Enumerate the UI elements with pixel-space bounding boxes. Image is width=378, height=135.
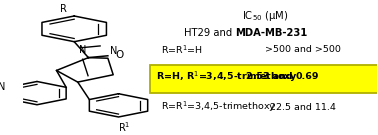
Text: N: N: [110, 45, 117, 55]
Text: MDA-MB-231: MDA-MB-231: [235, 28, 308, 38]
Text: 2.53 and: 2.53 and: [246, 72, 296, 81]
Text: 0.69: 0.69: [296, 72, 319, 81]
FancyBboxPatch shape: [150, 65, 378, 92]
Text: HT29 and: HT29 and: [184, 28, 235, 38]
Text: >500 and >500: >500 and >500: [265, 45, 341, 54]
Text: O: O: [116, 50, 124, 60]
Text: IC$_{50}$ (μM): IC$_{50}$ (μM): [242, 9, 289, 23]
Text: R=R$^{1}$=3,4,5-trimethoxy: R=R$^{1}$=3,4,5-trimethoxy: [161, 100, 276, 114]
Text: N: N: [79, 45, 87, 55]
Text: R: R: [60, 4, 67, 14]
Text: R=R$^{1}$=H: R=R$^{1}$=H: [161, 43, 203, 56]
Text: R=H, R$^{1}$=3,4,5-trimethoxy: R=H, R$^{1}$=3,4,5-trimethoxy: [156, 69, 297, 84]
Text: R$^{1}$: R$^{1}$: [118, 120, 130, 134]
Text: 22.5 and 11.4: 22.5 and 11.4: [270, 103, 336, 112]
Text: N: N: [0, 82, 5, 92]
